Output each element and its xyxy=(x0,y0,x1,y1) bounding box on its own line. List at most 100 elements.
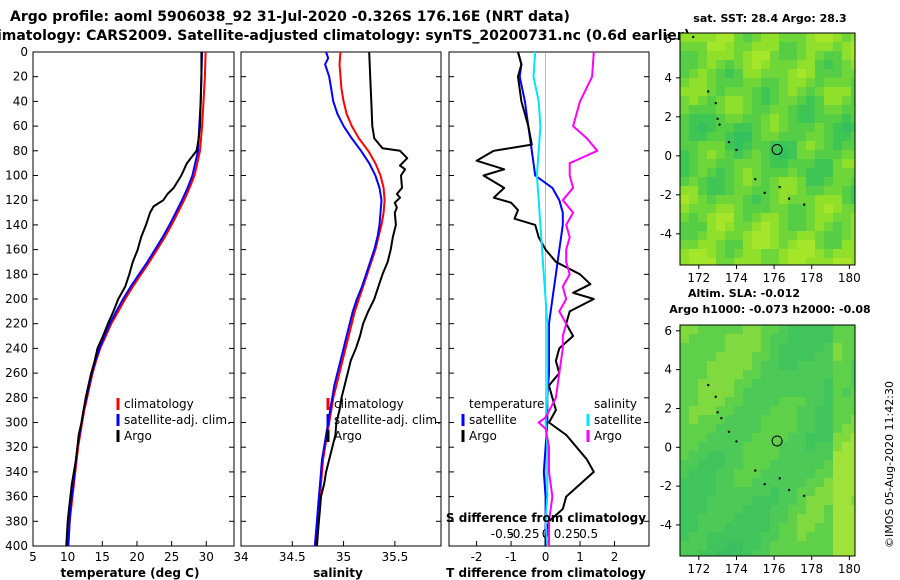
map-cell xyxy=(752,523,761,532)
map-cell xyxy=(806,213,815,222)
map-cell xyxy=(851,451,855,460)
series-line-satellite-adj-clim- xyxy=(67,51,204,547)
title-line-2: Climatology: CARS2009. Satellite-adjuste… xyxy=(0,28,690,44)
x-tick-label: 15 xyxy=(95,550,110,564)
map-cell xyxy=(770,379,779,388)
map-cell xyxy=(788,141,797,150)
x-tick-label: 35.5 xyxy=(381,550,408,564)
map-cell xyxy=(698,213,707,222)
map-cell xyxy=(788,487,797,496)
map-cell xyxy=(770,114,779,123)
x-tick-label: 1 xyxy=(576,550,584,564)
map-cell xyxy=(707,406,716,415)
map-cell xyxy=(698,150,707,159)
map-cell xyxy=(725,78,734,87)
map-cell xyxy=(824,132,833,141)
map-cell xyxy=(752,397,761,406)
map-cell xyxy=(833,397,842,406)
depth-tick-label: 100 xyxy=(5,169,28,183)
map-cell xyxy=(734,60,743,69)
map-cell xyxy=(833,352,842,361)
map-cell xyxy=(797,51,806,60)
map-cell xyxy=(734,78,743,87)
map-cell xyxy=(716,42,725,51)
map-cell xyxy=(806,51,815,60)
map-cell xyxy=(725,204,734,213)
map-cell xyxy=(806,168,815,177)
map-cell xyxy=(734,469,743,478)
map-x-tick-label: 176 xyxy=(763,562,786,576)
map-cell xyxy=(734,406,743,415)
map-cell xyxy=(815,334,824,343)
map-cell xyxy=(734,123,743,132)
map-cell xyxy=(797,352,806,361)
map-cell xyxy=(689,343,698,352)
map-cell xyxy=(698,424,707,433)
map-cell xyxy=(707,177,716,186)
map-cell xyxy=(752,159,761,168)
map-cell xyxy=(779,195,788,204)
map-cell xyxy=(824,195,833,204)
map-cell xyxy=(716,352,725,361)
map-cell xyxy=(689,69,698,78)
map-cell xyxy=(743,478,752,487)
map-cell xyxy=(689,258,698,265)
map-cell xyxy=(842,532,851,541)
map-cell xyxy=(752,105,761,114)
map-cell xyxy=(833,231,842,240)
map-cell xyxy=(680,51,689,60)
map-cell xyxy=(815,541,824,550)
map-cell xyxy=(680,231,689,240)
map-cell xyxy=(842,168,851,177)
map-cell xyxy=(770,532,779,541)
map-cell xyxy=(743,231,752,240)
map-cell xyxy=(833,325,842,334)
map-cell xyxy=(842,159,851,168)
map-cell xyxy=(797,78,806,87)
map-cell xyxy=(698,168,707,177)
map-cell xyxy=(806,222,815,231)
map-cell xyxy=(833,361,842,370)
map-cell xyxy=(689,132,698,141)
map-cell xyxy=(815,469,824,478)
map-cell xyxy=(698,114,707,123)
map-cell xyxy=(716,514,725,523)
map-cell xyxy=(770,388,779,397)
map-cell xyxy=(842,352,851,361)
map-cell xyxy=(743,213,752,222)
map-cell xyxy=(797,523,806,532)
map-cell xyxy=(797,487,806,496)
map-cell xyxy=(680,478,689,487)
map-cell xyxy=(824,114,833,123)
map-cell xyxy=(833,505,842,514)
map-cell xyxy=(716,69,725,78)
map-cell xyxy=(842,514,851,523)
map-cell xyxy=(716,159,725,168)
map-cell xyxy=(851,240,855,249)
map-cell xyxy=(743,177,752,186)
map-cell xyxy=(833,123,842,132)
map-cell xyxy=(779,334,788,343)
map-cell xyxy=(824,514,833,523)
map-cell xyxy=(815,123,824,132)
map-cell xyxy=(815,550,824,556)
map-cell xyxy=(833,433,842,442)
map-cell xyxy=(815,114,824,123)
map-cell xyxy=(842,69,851,78)
map-cell xyxy=(716,433,725,442)
map-cell xyxy=(707,325,716,334)
map-cell xyxy=(851,370,855,379)
map-cell xyxy=(743,415,752,424)
map-cell xyxy=(797,496,806,505)
map-cell xyxy=(707,541,716,550)
map-cell xyxy=(779,424,788,433)
map-cell xyxy=(680,222,689,231)
map-cell xyxy=(761,42,770,51)
depth-tick-label: 120 xyxy=(5,193,28,207)
map-cell xyxy=(707,523,716,532)
temperature-panel: 5 10 15 20 25 30 xyxy=(29,51,214,564)
map-cell xyxy=(824,258,833,265)
map-cell xyxy=(698,406,707,415)
map-cell xyxy=(689,177,698,186)
map-cell xyxy=(788,532,797,541)
